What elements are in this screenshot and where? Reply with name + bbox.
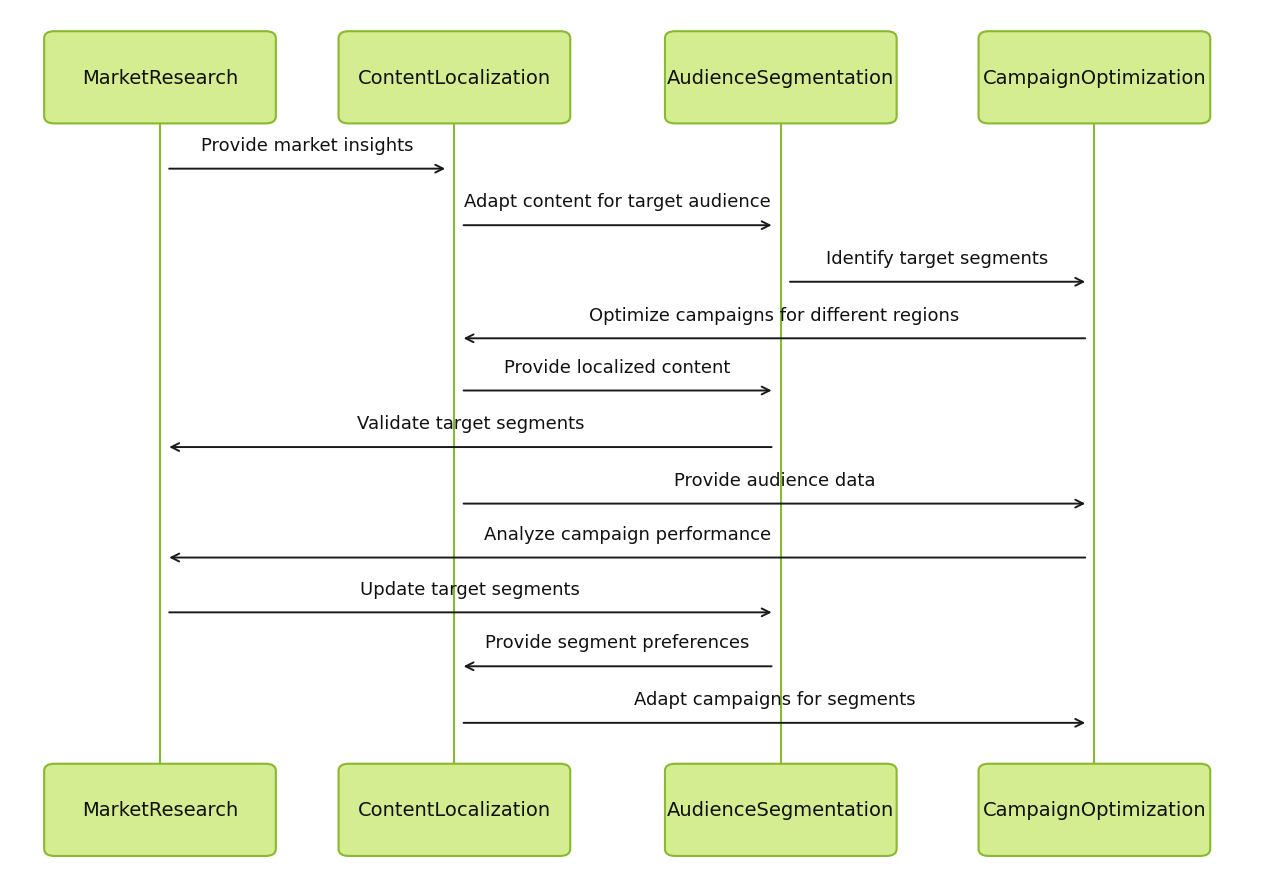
- FancyBboxPatch shape: [666, 764, 896, 856]
- Text: MarketResearch: MarketResearch: [82, 69, 238, 88]
- Text: CampaignOptimization: CampaignOptimization: [983, 69, 1206, 88]
- Text: Provide localized content: Provide localized content: [504, 358, 731, 376]
- Text: AudienceSegmentation: AudienceSegmentation: [667, 69, 895, 88]
- FancyBboxPatch shape: [978, 32, 1211, 124]
- Text: Analyze campaign performance: Analyze campaign performance: [484, 525, 771, 543]
- Text: Provide segment preferences: Provide segment preferences: [485, 634, 750, 652]
- Text: Update target segments: Update target segments: [361, 580, 580, 598]
- Text: Optimize campaigns for different regions: Optimize campaigns for different regions: [589, 306, 960, 324]
- FancyBboxPatch shape: [44, 764, 276, 856]
- Text: CampaignOptimization: CampaignOptimization: [983, 800, 1206, 819]
- Text: Adapt campaigns for segments: Adapt campaigns for segments: [634, 690, 915, 708]
- Text: Adapt content for target audience: Adapt content for target audience: [465, 193, 771, 211]
- Text: Provide audience data: Provide audience data: [673, 471, 876, 489]
- Text: Validate target segments: Validate target segments: [357, 415, 584, 433]
- Text: Identify target segments: Identify target segments: [827, 249, 1048, 268]
- Text: Provide market insights: Provide market insights: [201, 136, 413, 155]
- Text: MarketResearch: MarketResearch: [82, 800, 238, 819]
- FancyBboxPatch shape: [44, 32, 276, 124]
- FancyBboxPatch shape: [338, 764, 570, 856]
- Text: AudienceSegmentation: AudienceSegmentation: [667, 800, 895, 819]
- FancyBboxPatch shape: [978, 764, 1211, 856]
- Text: ContentLocalization: ContentLocalization: [358, 800, 550, 819]
- Text: ContentLocalization: ContentLocalization: [358, 69, 550, 88]
- FancyBboxPatch shape: [666, 32, 896, 124]
- FancyBboxPatch shape: [338, 32, 570, 124]
